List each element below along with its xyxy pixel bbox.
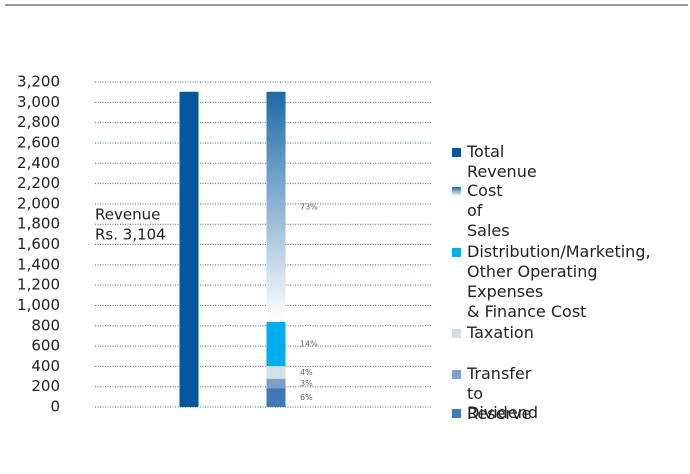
legend-swatch — [452, 187, 461, 196]
legend-label: Transfer to Reserve — [467, 364, 532, 423]
y-tick-label: 2,800 — [17, 113, 60, 131]
legend-swatch — [452, 370, 461, 379]
y-tick-label: 1,400 — [17, 255, 60, 273]
y-tick-label: 1,600 — [17, 235, 60, 253]
bar-segment — [266, 378, 286, 389]
y-tick-label: 600 — [31, 337, 60, 355]
annotation: Rs. 3,104 — [95, 226, 166, 244]
y-tick-label: 3,200 — [17, 73, 60, 91]
value-label: 14% — [300, 339, 318, 348]
bar-segment — [266, 321, 286, 367]
y-tick-label: 200 — [31, 377, 60, 395]
y-tick-label: 400 — [31, 357, 60, 375]
bar-segment — [266, 366, 286, 379]
value-label: 3% — [300, 379, 313, 388]
legend-label: Dividend — [467, 403, 538, 422]
bar-segment — [266, 388, 286, 407]
legend-item: Total Revenue — [452, 142, 537, 182]
y-tick-label: 1,200 — [17, 276, 60, 294]
legend-swatch — [452, 409, 461, 418]
value-label: 73% — [300, 202, 318, 211]
value-label: 6% — [300, 393, 313, 402]
y-tick-label: 2,200 — [17, 174, 60, 192]
y-tick-label: 1,800 — [17, 215, 60, 233]
bar-segment — [266, 91, 286, 322]
legend-item: Cost of Sales — [452, 181, 510, 241]
legend-item: Taxation — [452, 323, 534, 343]
legend-label: Distribution/Marketing, Other Operating … — [467, 242, 651, 321]
legend-swatch — [452, 148, 461, 157]
y-tick-label: 3,000 — [17, 93, 60, 111]
y-tick-label: 0 — [50, 398, 60, 416]
legend-item: Dividend — [452, 403, 538, 423]
bar-segment — [179, 91, 199, 407]
annotation: Revenue — [95, 206, 160, 224]
value-label: 4% — [300, 368, 313, 377]
legend-swatch — [452, 248, 461, 257]
y-tick-label: 2,000 — [17, 194, 60, 212]
legend-item: Distribution/Marketing, Other Operating … — [452, 242, 651, 322]
legend-label: Total Revenue — [467, 142, 537, 181]
y-tick-label: 800 — [31, 316, 60, 334]
legend-swatch — [452, 329, 461, 338]
legend-label: Cost of Sales — [467, 181, 510, 240]
legend-label: Taxation — [467, 323, 534, 342]
legend-item: Transfer to Reserve — [452, 364, 531, 424]
y-tick-label: 2,400 — [17, 154, 60, 172]
y-tick-label: 2,600 — [17, 133, 60, 151]
y-tick-label: 1,000 — [17, 296, 60, 314]
